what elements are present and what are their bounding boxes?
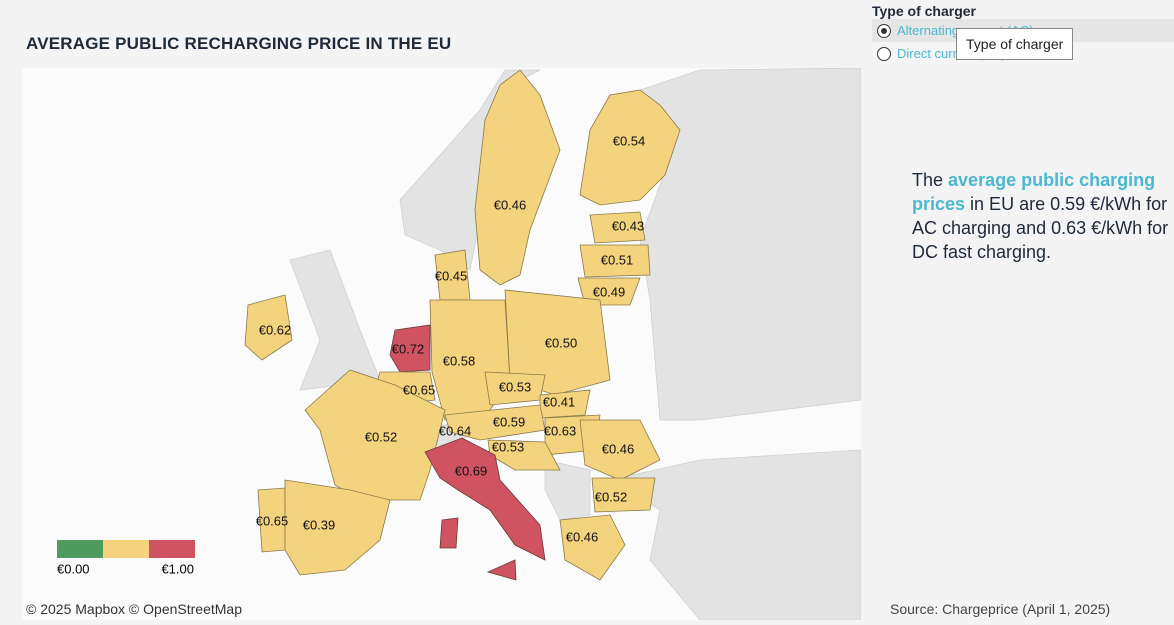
- value-label: €0.65: [403, 382, 436, 397]
- value-label: €0.58: [443, 353, 476, 368]
- note-text: The: [912, 170, 949, 190]
- value-label: €0.41: [543, 394, 576, 409]
- value-label: €0.50: [545, 335, 578, 350]
- legend-min: €0.00: [57, 561, 90, 576]
- value-label: €0.72: [392, 341, 425, 356]
- value-label: €0.46: [602, 441, 635, 456]
- legend: €0.00 €1.00: [57, 540, 195, 576]
- eu-countries: [244, 69, 681, 581]
- value-label: €0.62: [259, 322, 292, 337]
- note-text: in EU are 0.59 €/kWh for AC charging and…: [912, 194, 1169, 262]
- value-label: €0.49: [593, 284, 626, 299]
- source: Source: Chargeprice (April 1, 2025): [890, 601, 1111, 617]
- non-eu-land: [289, 68, 861, 620]
- value-label: €0.54: [613, 133, 646, 148]
- note-highlight: average public charging prices: [912, 170, 1156, 214]
- value-label: €0.53: [499, 379, 532, 394]
- legend-swatch: [57, 540, 103, 558]
- value-labels: €0.54 €0.46 €0.43 €0.51 €0.49 €0.45 €0.62 €0.72…: [256, 133, 646, 544]
- value-label: €0.53: [492, 439, 525, 454]
- value-label: €0.65: [256, 513, 289, 528]
- filter-title: Type of charger: [872, 3, 976, 19]
- legend-swatch: [103, 540, 149, 558]
- value-label: €0.69: [455, 463, 488, 478]
- value-label: €0.46: [494, 197, 527, 212]
- value-label: €0.51: [601, 252, 634, 267]
- tooltip: Type of charger: [956, 28, 1074, 60]
- value-label: €0.46: [566, 529, 599, 544]
- map-canvas: €0.00 €1.00 €0.54€0.46€0.43€0.51€0.49€0.…: [57, 68, 861, 620]
- map[interactable]: €0.00 €1.00 €0.54 €0.46 €0.43 €0.51 €0.49 €0.…: [22, 68, 861, 620]
- legend-max: €1.00: [161, 561, 194, 576]
- note: The average public charging prices in EU…: [912, 168, 1170, 264]
- attribution: © 2025 Mapbox © OpenStreetMap: [26, 601, 242, 617]
- value-label: €0.43: [612, 218, 645, 233]
- value-label: €0.63: [544, 423, 577, 438]
- value-label: €0.52: [365, 429, 398, 444]
- value-label: €0.59: [493, 414, 526, 429]
- value-label: €0.39: [303, 517, 336, 532]
- value-label: €0.52: [595, 489, 628, 504]
- legend-swatch: [149, 540, 195, 558]
- value-label: €0.64: [439, 423, 472, 438]
- title: AVERAGE PUBLIC RECHARGING PRICE IN THE E…: [26, 34, 452, 53]
- value-label: €0.45: [435, 268, 468, 283]
